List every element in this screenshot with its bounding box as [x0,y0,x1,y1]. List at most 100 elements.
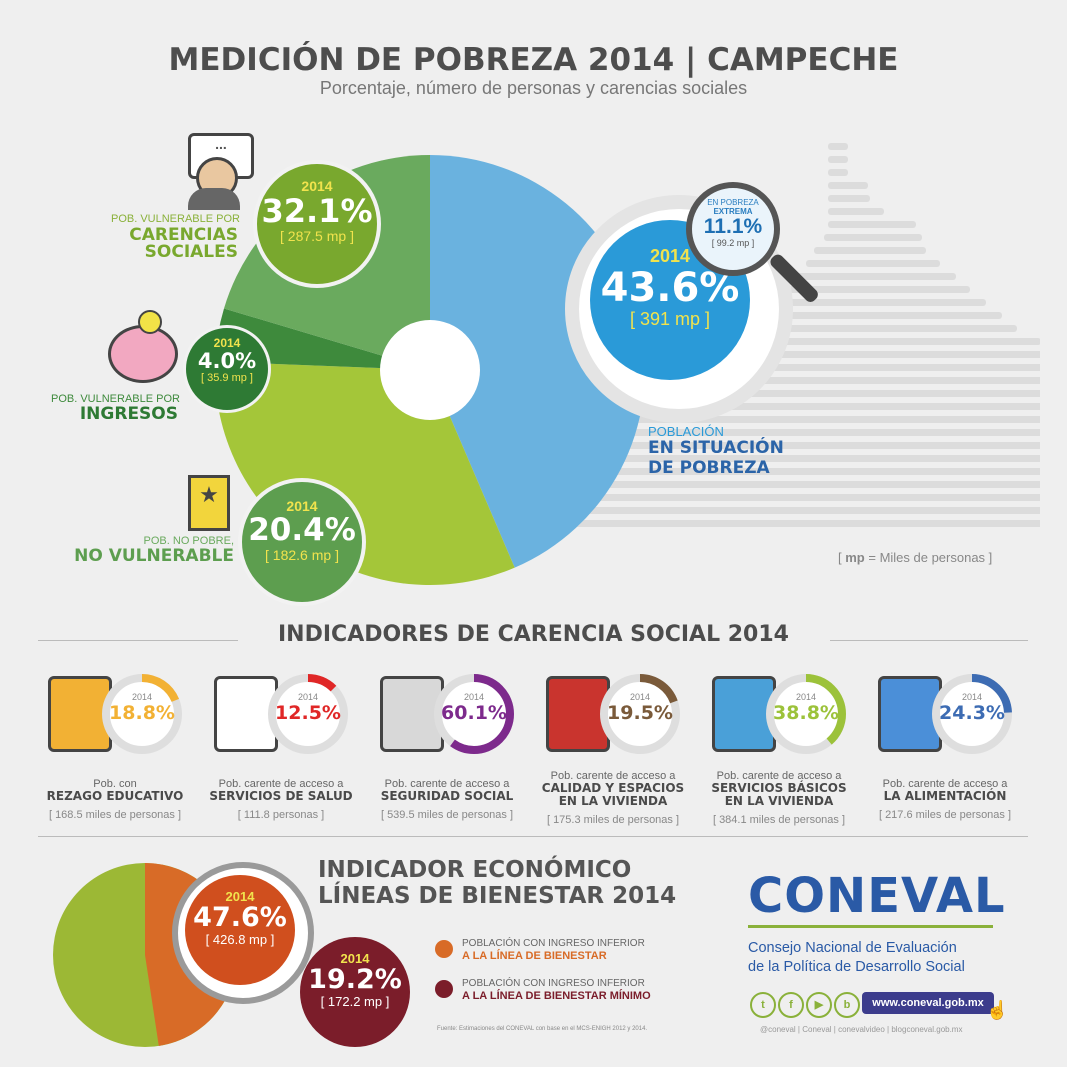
legend-minimo-bottom: A LA LÍNEA DE BIENESTAR MÍNIMO [462,990,651,1002]
indicator-ring-label: 2014 18.8% [100,692,184,724]
facebook-icon[interactable]: f [778,992,804,1018]
indicator-ring-value [268,674,348,754]
map-stripe [828,208,884,215]
legend-bienestar-bottom: A LA LÍNEA DE BIENESTAR [462,950,607,962]
ingresos-label-top: POB. VULNERABLE POR [51,393,180,405]
blog-icon[interactable]: b [834,992,860,1018]
map-stripe [560,520,1040,527]
indicator-label: Pob. carente de acceso a CALIDAD Y ESPACI… [528,770,698,826]
carencias-label-line1: CARENCIAS [129,225,238,245]
indicator-line2: REZAGO EDUCATIVO [46,789,184,803]
indicator-line3: EN LA VIVIENDA [724,794,834,808]
map-stripe [824,234,922,241]
ambulance-icon [214,676,278,752]
map-stripe [654,403,1040,410]
map-stripe [560,481,1040,488]
indicator-pct: 19.5% [607,702,673,724]
indicator-line1: Pob. con [93,778,137,790]
indicator-label: Pob. carente de acceso a SEGURIDAD SOCIAL… [362,778,532,821]
pobreza-label-line2: DE POBREZA [648,458,770,478]
indicator-ring-value [600,674,680,754]
map-stripe [560,507,1040,514]
indicator-ring [600,674,680,754]
indicator-line1: Pob. carente de acceso a [218,778,344,790]
indicator-line2: SEGURIDAD SOCIAL [380,789,514,803]
cursor-icon: ☝ [986,1000,1009,1020]
indicator-line1: Pob. carente de acceso a [550,770,676,782]
indicator-line2: LA ALIMENTACIÓN [883,789,1007,803]
carencias-bubble: 2014 32.1% [ 287.5 mp ] [253,160,381,288]
carencias-label-top: POB. VULNERABLE POR [111,213,240,225]
indicator-ring-value [932,674,1012,754]
pobreza-label-line1: EN SITUACIÓN [648,438,784,458]
carencias-year: 2014 [301,178,333,194]
divider-left [38,640,238,641]
ribbon-star-icon: ★ [188,475,230,531]
indicator-pct: 18.8% [109,702,175,724]
indicator-count: [ 384.1 miles de personas ] [712,814,846,826]
map-stripe [673,390,1040,397]
map-stripe [560,468,1040,475]
page-title: MEDICIÓN DE POBREZA 2014 | CAMPECHE [168,42,899,78]
twitter-icon[interactable]: t [750,992,776,1018]
indicator-year: 2014 [629,692,651,702]
indicator-ring [268,674,348,754]
indicator-ring-label: 2014 12.5% [266,692,350,724]
indicator-label: Pob. carente de acceso a SERVICIOS DE SAL… [196,778,366,821]
map-stripe [560,455,1040,462]
map-stripe [814,247,926,254]
indicator-count: [ 168.5 miles de personas ] [48,809,182,821]
bienestar-bubble: 2014 47.6% [ 426.8 mp ] [185,875,295,985]
carencias-pct: 32.1% [261,192,373,230]
coneval-logo: CONEVAL [748,868,1006,924]
map-stripe [596,429,1040,436]
carencias-label-line2: SOCIALES [144,242,238,262]
indicators-title: INDICADORES DE CARENCIA SOCIAL 2014 [278,622,789,647]
divider-bottom [38,836,1028,837]
legend-minimo-top: POBLACIÓN CON INGRESO INFERIOR [462,978,645,989]
map-stripe [729,338,1040,345]
no-pobre-label-top: POB. NO POBRE, [143,535,234,547]
brand-line1: Consejo Nacional de Evaluación [748,940,957,956]
piggy-bank-icon [108,325,178,383]
pie-center-hole [380,320,480,420]
map-stripe [828,221,916,228]
indicator-line1: Pob. carente de acceso a [384,778,510,790]
map-stripe [768,299,986,306]
bienestar-people: [ 426.8 mp ] [205,932,275,947]
person-body-icon [188,188,240,210]
ingresos-people: [ 35.9 mp ] [201,372,253,384]
map-stripe [630,416,1040,423]
bienestar-year: 2014 [225,889,255,904]
pobreza-label-top: POBLACIÓN [648,424,724,439]
social-handles: @coneval | Coneval | conevalvideo | blog… [760,1025,963,1034]
map-stripe [794,273,956,280]
indicator-ring-label: 2014 24.3% [930,692,1014,724]
map-stripe [828,143,848,150]
indicator-ring [932,674,1012,754]
minimo-bubble: 2014 19.2% [ 172.2 mp ] [300,937,410,1047]
extrema-people: [ 99.2 mp ] [711,238,755,248]
indicator-count: [ 539.5 miles de personas ] [380,809,514,821]
indicator-pct: 38.8% [773,702,839,724]
no-pobre-bubble: 2014 20.4% [ 182.6 mp ] [238,478,366,606]
indicator-pct: 60.1% [441,702,507,724]
logo-underline [748,925,993,928]
divider-right [830,640,1028,641]
indicator-line3: EN LA VIVIENDA [558,794,668,808]
indicator-ring-value [766,674,846,754]
map-stripe [828,182,868,189]
legend-minimo-dot [435,980,453,998]
ingresos-bubble: 2014 4.0% [ 35.9 mp ] [183,325,271,413]
indicator-line2: SERVICIOS BÁSICOS [711,781,847,795]
legend-note: [ mp = Miles de personas ] [838,550,993,565]
youtube-icon[interactable]: ▶ [806,992,832,1018]
map-stripe [743,325,1017,332]
indicator-ring-value [434,674,514,754]
legend-bienestar-top: POBLACIÓN CON INGRESO INFERIOR [462,938,645,949]
website-button[interactable]: www.coneval.gob.mx [862,992,994,1014]
economic-title-2: LÍNEAS DE BIENESTAR 2014 [318,883,677,909]
indicator-ring-value [102,674,182,754]
book-icon [48,676,112,752]
indicator-line2: SERVICIOS DE SALUD [209,789,353,803]
